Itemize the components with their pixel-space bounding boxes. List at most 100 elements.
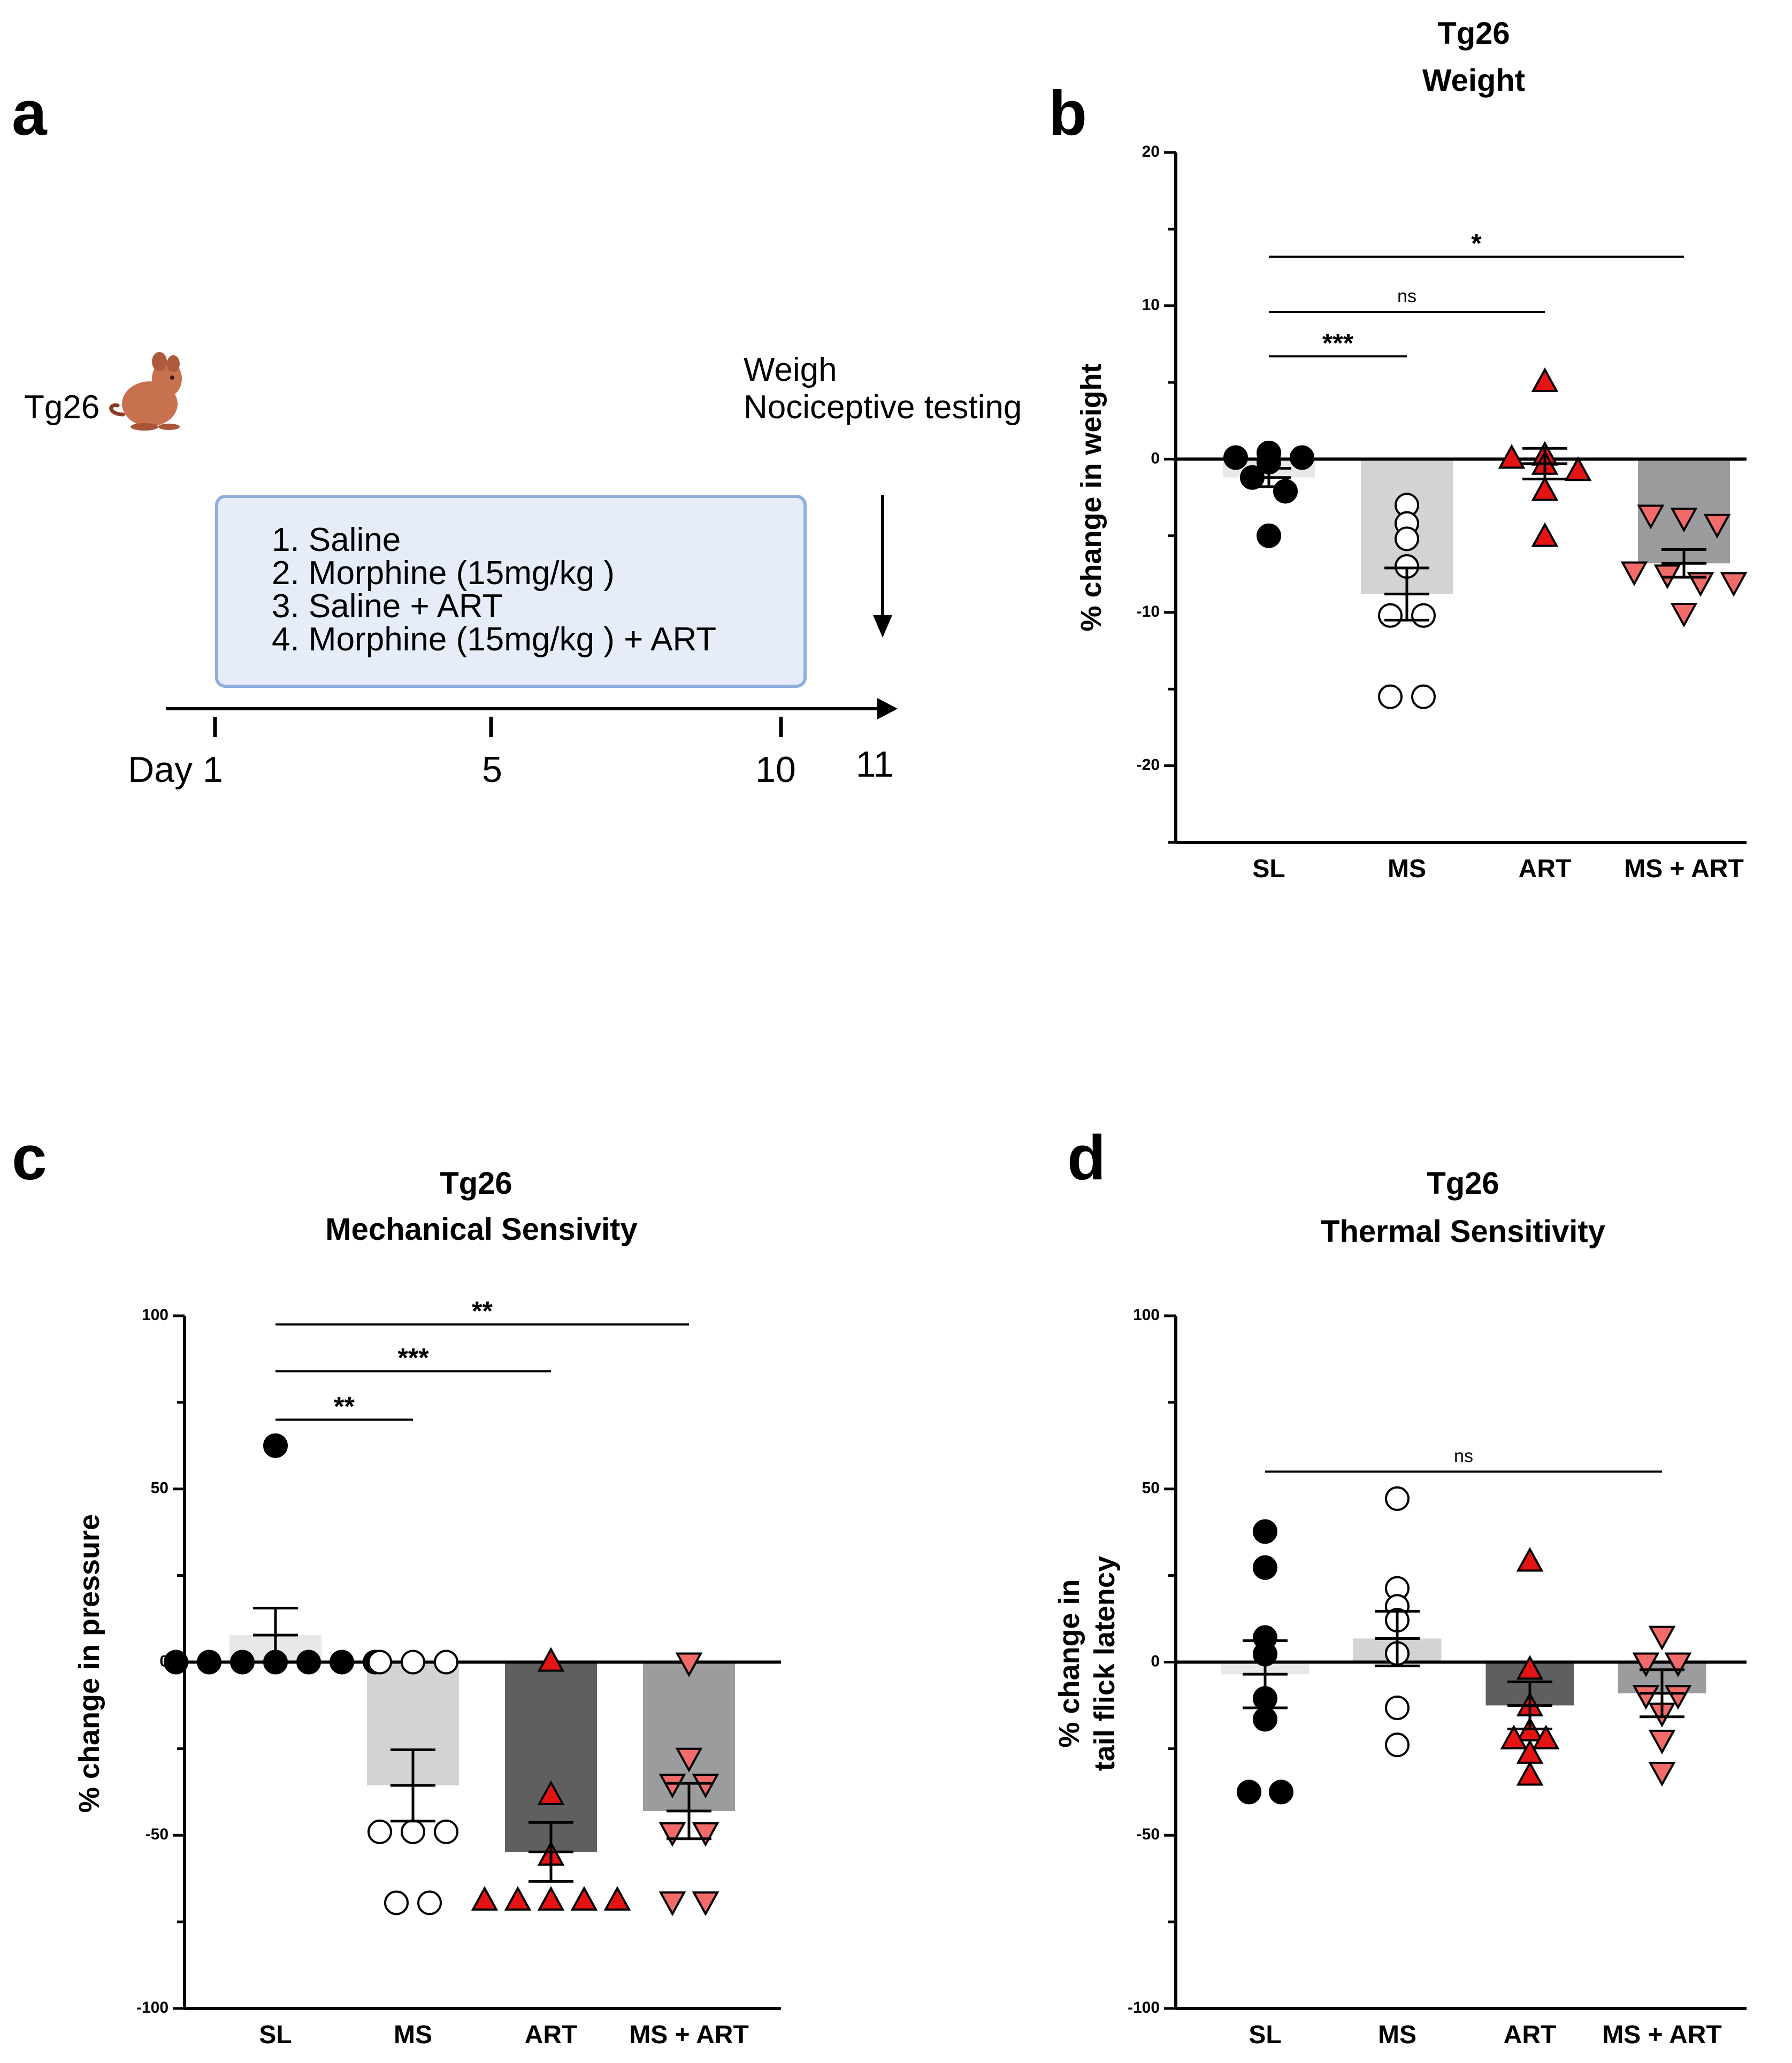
y-tick-label: 10 [1142, 296, 1160, 314]
data-point [692, 1774, 719, 1799]
data-point [1531, 476, 1559, 501]
data-point [537, 1780, 565, 1805]
treatment-4: 4. Morphine (15mg/kg ) + ART [272, 621, 716, 658]
data-point [263, 1433, 288, 1458]
data-point [1237, 1780, 1261, 1805]
y-tick-label: -50 [145, 1826, 169, 1843]
plot-area: 20 10 0 -10 -20 SL MS ART MS + ART % change in we… [1075, 143, 1748, 883]
chart-title-line-1: Tg26 [1427, 1166, 1499, 1201]
y-axis-label: % change in pressure [73, 1514, 105, 1813]
y-axis-label: % change in [1053, 1579, 1085, 1747]
y-tick-label: 20 [1142, 143, 1160, 160]
x-tick-label: SL [1252, 855, 1285, 883]
data-point [537, 1647, 565, 1672]
bar-3 [505, 1662, 597, 1852]
data-point [1411, 603, 1436, 628]
panel-letter-a: a [12, 78, 48, 149]
data-point [471, 1886, 499, 1911]
treatment-3: 3. Saline + ART [272, 588, 502, 625]
significance-label: ns [1397, 286, 1416, 306]
endpoint-line-1: Weigh [744, 351, 837, 388]
y-tick-label: 100 [1133, 1306, 1160, 1324]
data-point [1273, 479, 1298, 504]
data-point [1703, 513, 1731, 539]
day-label-1: Day 1 [128, 749, 223, 790]
data-point [1378, 603, 1403, 628]
data-point [1620, 561, 1648, 586]
data-point [1257, 523, 1281, 548]
data-point [1395, 526, 1419, 551]
data-point [603, 1886, 631, 1911]
significance-label: *** [1322, 328, 1354, 358]
data-point [367, 1819, 392, 1844]
x-tick-label: MS + ART [1624, 855, 1744, 883]
strain-label: Tg26 [24, 389, 99, 426]
day-label-10: 10 [755, 749, 796, 790]
treatment-2: 2. Morphine (15mg/kg ) [272, 555, 615, 592]
x-tick-label: ART [525, 2021, 578, 2049]
data-point [504, 1886, 532, 1911]
data-point [197, 1650, 221, 1675]
data-point [1385, 1695, 1410, 1720]
data-point [658, 1822, 686, 1847]
day-label-5: 5 [482, 749, 502, 790]
test-arrowhead [873, 615, 892, 638]
data-point [1532, 1724, 1560, 1750]
data-point [1648, 1762, 1676, 1787]
panel-a: a Tg26 Weigh Nociceptive testing 1. Sali… [12, 78, 1022, 790]
data-point [1411, 684, 1436, 709]
data-point [164, 1650, 188, 1675]
y-tick-label: 0 [1151, 1652, 1160, 1670]
panel-letter-d: d [1067, 1123, 1106, 1193]
data-point [675, 1747, 703, 1773]
x-tick-label: MS [1388, 855, 1426, 883]
data-point [1531, 522, 1559, 547]
x-tick-label: ART [1504, 2021, 1557, 2049]
y-tick-label: 50 [151, 1479, 169, 1497]
data-point [1720, 572, 1748, 597]
data-point [1564, 456, 1592, 481]
plot-area: 100 50 0 -50 -100 SL MS ART MS + ART % change in t… [1053, 1306, 1747, 2049]
x-tick-label: MS [1378, 2021, 1416, 2049]
chart-thermal-sensitivity: d Tg26 Thermal Sensitivity 100 50 0 -50 -100… [1053, 1123, 1747, 2049]
data-point [1632, 1685, 1660, 1710]
y-tick-label: 100 [142, 1306, 169, 1324]
data-point [1290, 445, 1314, 470]
data-point [692, 1822, 719, 1847]
data-point [692, 1891, 719, 1916]
data-point [296, 1650, 321, 1675]
x-tick-label: MS [394, 2021, 432, 2049]
chart-weight: b Tg26 Weight 20 10 0 -10 -20 SL MS ART MS + ART… [1048, 16, 1748, 883]
data-point [384, 1890, 409, 1915]
data-point [1253, 1707, 1277, 1732]
chart-title-line-1: Tg26 [1437, 16, 1510, 51]
panel-letter-c: c [12, 1123, 47, 1193]
y-tick-label: -100 [136, 1999, 169, 2016]
data-point [1531, 367, 1559, 392]
day-label-11: 11 [856, 744, 894, 785]
x-tick-label: SL [259, 2021, 292, 2049]
data-point [1253, 1519, 1277, 1544]
data-point [1269, 1780, 1293, 1805]
data-point [1516, 1761, 1544, 1786]
data-point [401, 1819, 425, 1844]
treatment-box [215, 495, 807, 688]
data-point [1664, 1685, 1692, 1710]
data-point [1500, 1724, 1528, 1750]
data-point [434, 1819, 458, 1844]
y-axis-label: % change in weight [1075, 363, 1107, 631]
data-point [1632, 1652, 1660, 1677]
data-point [1223, 445, 1248, 470]
data-point [330, 1650, 354, 1675]
data-point [434, 1650, 458, 1675]
y-tick-label: -10 [1137, 603, 1160, 620]
significance-label: * [1471, 228, 1482, 258]
data-point [1516, 1655, 1544, 1680]
y-tick-label: -50 [1137, 1826, 1160, 1843]
data-point [1385, 1486, 1410, 1511]
chart-title-line-2: Weight [1422, 63, 1525, 98]
data-point [1253, 1555, 1277, 1580]
chart-title-line-2: Thermal Sensitivity [1321, 1214, 1605, 1249]
x-tick-label: ART [1519, 855, 1572, 883]
data-point [1687, 572, 1714, 597]
